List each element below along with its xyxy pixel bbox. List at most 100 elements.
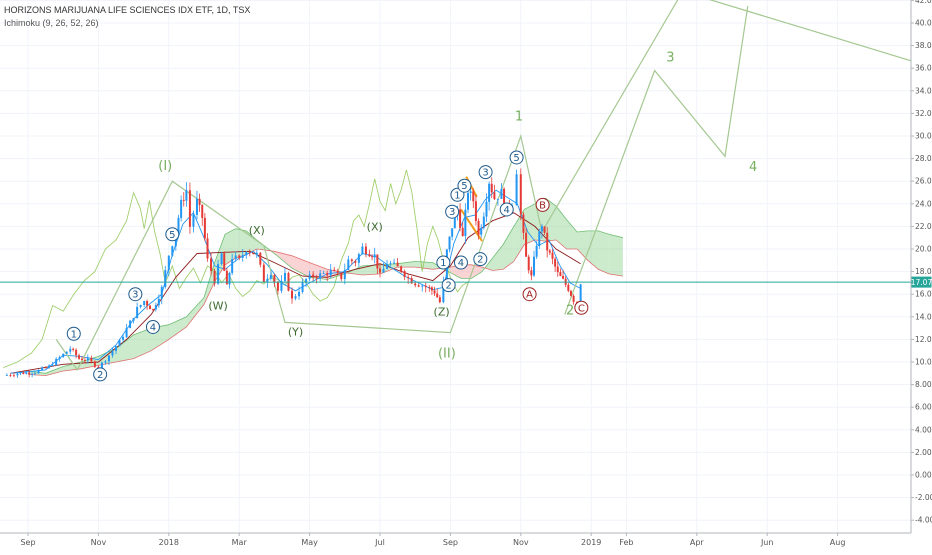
candle-body (525, 232, 528, 257)
candle-body (83, 360, 86, 361)
candle-body (396, 262, 399, 267)
candle-body (93, 361, 96, 367)
circle-label-8: 4 (453, 255, 468, 270)
candle-body (273, 274, 276, 283)
candle-body (301, 282, 304, 292)
y-tick-label-11: 18.00 (915, 267, 932, 276)
wave-labels: (I)(II)12345((W)(X)(Y)(X)(Z)123451234152… (66, 51, 757, 382)
candle-body (283, 273, 286, 281)
candle-body (477, 220, 480, 235)
candle-body (25, 372, 28, 374)
cloud-segment-38 (577, 230, 588, 261)
candle-body (400, 266, 403, 272)
candle-body (579, 284, 582, 307)
candle-body (562, 275, 565, 279)
candle-body (569, 290, 572, 296)
candle-body (198, 198, 201, 205)
candle-body (493, 192, 496, 200)
circle-label-text: 2 (477, 255, 483, 266)
cloud-segment-40 (598, 230, 609, 274)
instrument-title: HORIZONS MARIJUANA LIFE SCIENCES IDX ETF… (4, 5, 251, 15)
candle-body (143, 301, 146, 305)
candle-body (185, 190, 188, 201)
candle-body (180, 199, 183, 218)
y-tick-label-22: 40.00 (915, 19, 932, 28)
candle-body (312, 274, 315, 278)
candle-body (294, 296, 297, 299)
wxy-label-1: (X) (249, 224, 265, 237)
candle-body (480, 227, 483, 235)
candle-body (164, 270, 167, 287)
circle-label-2: 3 (128, 287, 143, 302)
y-tick-label-9: 14.00 (915, 312, 932, 321)
candle-body (5, 375, 8, 376)
circle-label-7: 3 (445, 204, 460, 219)
candle-body (474, 201, 477, 221)
circle-label-text: 5 (169, 230, 175, 241)
circle-label-text: 1 (440, 258, 446, 269)
circle-label-text: 5 (461, 181, 467, 192)
candle-body (421, 285, 424, 287)
candle-body (515, 174, 518, 206)
candle-body (538, 231, 541, 246)
y-tick-label-13: 22.00 (915, 222, 932, 231)
candle-body (485, 201, 488, 217)
circle-label-ring (453, 255, 468, 270)
y-tick-label-23: 42.00 (915, 0, 932, 5)
candle-body (62, 353, 65, 358)
candle-body (305, 278, 308, 283)
indicator-label: Ichimoku (9, 26, 52, 26) (4, 18, 99, 28)
x-tick-label-0: Sep (20, 538, 35, 547)
last-price-badge (911, 276, 932, 288)
candle-body (540, 226, 543, 232)
candle-body (472, 191, 475, 202)
circle-label-ring (499, 202, 514, 217)
y-tick-label-12: 20.00 (915, 245, 932, 254)
circle-label-ring (441, 278, 456, 293)
candle-body (203, 217, 206, 239)
circle-label-text: 5 (513, 153, 519, 164)
candle-body (217, 264, 220, 284)
y-tick-label-1: -2.00 (915, 493, 932, 502)
candle-body (125, 328, 128, 337)
x-tick-label-4: May (301, 538, 318, 547)
candle-body (459, 209, 462, 228)
x-tick-label-11: Jun (760, 538, 774, 547)
candle-body (500, 188, 503, 199)
circle-label-text: 1 (71, 329, 77, 340)
abc-label-text: A (526, 290, 533, 301)
x-tick-label-9: Feb (619, 538, 633, 547)
candle-body (80, 358, 83, 361)
cloud-segment-30 (492, 244, 504, 271)
candle-body (382, 268, 385, 273)
candle-body (572, 295, 575, 302)
cloud-segment-14 (246, 230, 257, 255)
abc-label-ring (535, 197, 550, 212)
candle-body (567, 284, 570, 291)
y-tick-label-20: 36.00 (915, 64, 932, 73)
candle-body (72, 348, 75, 350)
candle-body (220, 253, 223, 265)
circle-label-ring (165, 227, 180, 242)
x-tick-label-10: Apr (690, 538, 705, 547)
cloud-segment-37 (566, 219, 578, 249)
candle-body (228, 272, 231, 285)
y-tick-label-10: 16.00 (915, 290, 932, 299)
y-tick-label-3: 2.00 (915, 448, 932, 457)
candle-body (100, 362, 103, 369)
candle-body (453, 215, 456, 229)
circle-label-text: 2 (97, 370, 103, 381)
circle-label-ring (445, 204, 460, 219)
candle-body (424, 285, 427, 288)
cloud-segment-1 (45, 366, 64, 376)
candle-body (522, 214, 525, 233)
last-price-label: 17.07 (911, 278, 932, 287)
circle-label-6: 2 (441, 278, 456, 293)
candle-body (379, 268, 381, 273)
candle-body (533, 256, 535, 276)
circle-label-ring (436, 255, 451, 270)
candle-body (146, 301, 149, 306)
cloud-segment-9 (186, 297, 204, 327)
